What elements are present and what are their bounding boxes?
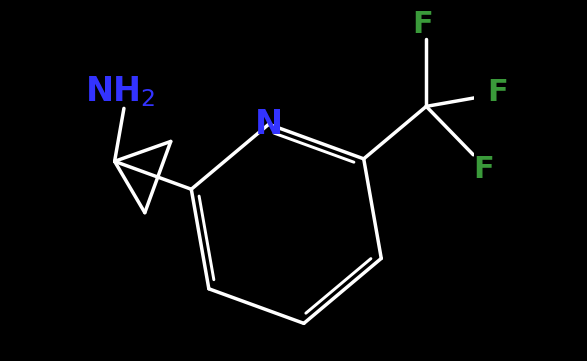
Text: NH$_2$: NH$_2$ xyxy=(85,75,156,109)
Text: F: F xyxy=(487,78,508,107)
Text: F: F xyxy=(474,155,494,184)
Text: F: F xyxy=(412,10,433,39)
Text: N: N xyxy=(255,108,283,141)
